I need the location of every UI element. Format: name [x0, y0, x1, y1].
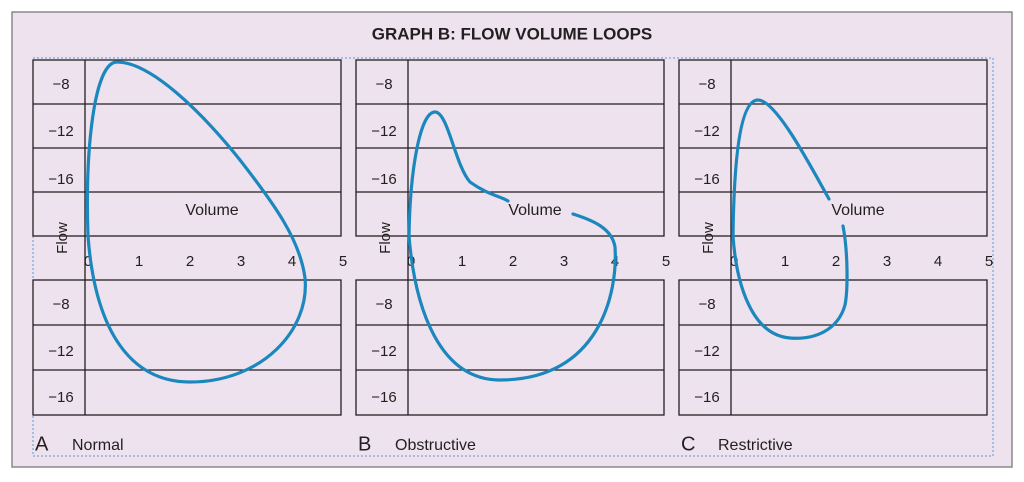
y-tick-label: −16 [48, 171, 73, 188]
x-tick-label: 5 [985, 253, 993, 270]
obstructive-loop [407, 110, 617, 382]
y-tick-label: −12 [48, 343, 73, 360]
x-tick-label: 0 [84, 253, 92, 270]
curve-label: Volume [831, 202, 884, 219]
y-axis-label: Flow [700, 222, 717, 254]
y-tick-label: −16 [371, 389, 396, 406]
y-axis-label: Flow [377, 222, 394, 254]
normal-loop [85, 60, 307, 384]
panel-label: Normal [72, 437, 124, 454]
y-tick-label: −12 [48, 123, 73, 140]
y-tick-label: −8 [698, 76, 715, 93]
x-tick-label: 3 [883, 253, 891, 270]
title: GRAPH B: FLOW VOLUME LOOPS [372, 24, 653, 43]
y-tick-label: −12 [371, 123, 396, 140]
x-tick-label: 3 [560, 253, 568, 270]
y-tick-label: −8 [375, 296, 392, 313]
curve-label: Volume [508, 202, 561, 219]
lower-box [355, 279, 665, 416]
x-tick-label: 5 [339, 253, 347, 270]
x-tick-label: 0 [730, 253, 738, 270]
y-tick-label: −12 [694, 343, 719, 360]
x-tick-label: 1 [781, 253, 789, 270]
panel-letter: B [358, 433, 371, 455]
restrictive-loop [731, 98, 849, 340]
curve-label: Volume [185, 202, 238, 219]
x-tick-label: 1 [135, 253, 143, 270]
y-tick-label: −8 [375, 76, 392, 93]
y-axis-label: Flow [54, 222, 71, 254]
y-tick-label: −8 [52, 296, 69, 313]
x-tick-label: 2 [832, 253, 840, 270]
y-tick-label: −12 [694, 123, 719, 140]
x-tick-label: 3 [237, 253, 245, 270]
y-tick-label: −16 [48, 389, 73, 406]
frame [32, 57, 994, 457]
panels: 0 1 2 3 4 5 −8 −12 −16 −8 −12 −16 Flow Volume A Normal 0… [32, 59, 993, 455]
panel-letter: C [681, 433, 695, 455]
x-tick-label: 5 [662, 253, 670, 270]
y-tick-label: −12 [371, 343, 396, 360]
y-tick-label: −16 [694, 389, 719, 406]
y-tick-label: −8 [698, 296, 715, 313]
y-tick-label: −16 [371, 171, 396, 188]
x-tick-label: 1 [458, 253, 466, 270]
x-tick-label: 2 [509, 253, 517, 270]
y-tick-label: −16 [694, 171, 719, 188]
panel-label: Restrictive [718, 437, 793, 454]
y-tick-label: −8 [52, 76, 69, 93]
lower-box [32, 279, 342, 416]
lower-box [678, 279, 988, 416]
x-tick-label: 2 [186, 253, 194, 270]
x-tick-label: 4 [934, 253, 942, 270]
panel-label: Obstructive [395, 437, 476, 454]
panel-letter: A [35, 433, 49, 455]
x-tick-label: 4 [288, 253, 296, 270]
